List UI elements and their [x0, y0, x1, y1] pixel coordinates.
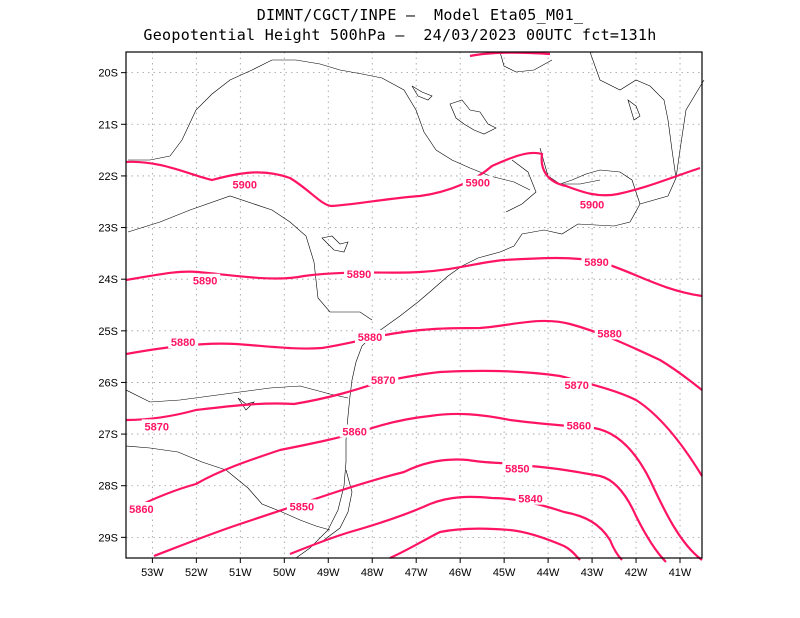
- contour-label: 5850: [505, 464, 529, 476]
- lon-tick-label: 49W: [317, 567, 340, 579]
- lat-tick-label: 29S: [98, 532, 118, 544]
- contour-label-bg: [126, 501, 157, 515]
- bay-outline: [505, 159, 537, 213]
- reservoir-outline: [449, 99, 497, 135]
- lon-tick-label: 42W: [625, 567, 648, 579]
- contour-label-bg: [168, 335, 199, 349]
- contour-label: 5880: [597, 328, 621, 340]
- contour-label: 5900: [232, 180, 256, 192]
- contour-5850: [153, 458, 667, 563]
- lat-tick-label: 25S: [98, 326, 118, 338]
- lon-tick-label: 41W: [669, 567, 692, 579]
- lat-tick-label: 23S: [98, 223, 118, 235]
- contour-label: 5900: [580, 199, 604, 211]
- contour-label-bg: [286, 499, 317, 513]
- lat-tick-label: 24S: [98, 274, 118, 286]
- axis-labels: 20S 21S 22S 23S 24S 25S 26S 27S 28S 29S 53W 52W 51W 5…: [98, 68, 692, 579]
- state-border: [125, 385, 349, 403]
- contour-label-bg: [355, 330, 386, 344]
- contour-label: 5870: [371, 375, 395, 387]
- contour-label-bg: [368, 372, 399, 386]
- contour-label: 5860: [129, 504, 153, 516]
- contour-label: 5900: [466, 178, 490, 190]
- contour-label-bg: [502, 461, 533, 475]
- contour-label-bg: [344, 267, 375, 281]
- contour-5870: [125, 369, 703, 477]
- contour-label: 5880: [358, 332, 382, 344]
- state-border: [589, 51, 677, 179]
- lon-tick-label: 50W: [273, 567, 296, 579]
- contour-5880: [125, 319, 703, 391]
- state-border: [128, 59, 437, 161]
- lon-tick-label: 44W: [537, 567, 560, 579]
- contour-5830: [389, 527, 581, 561]
- contour-label-bg: [577, 197, 608, 211]
- chart-title: DIMNT/CGCT/INPE — Model Eta05_M01_: [256, 6, 584, 24]
- lon-tick-label: 46W: [449, 567, 472, 579]
- contour-label: 5890: [193, 276, 217, 288]
- state-border: [559, 169, 641, 205]
- contour-label: 5860: [567, 420, 591, 432]
- lat-tick-label: 21S: [98, 119, 118, 131]
- lon-tick-label: 47W: [405, 567, 428, 579]
- state-border: [435, 149, 531, 191]
- lon-tick-label: 52W: [185, 567, 208, 579]
- coastal-lagoon: [323, 469, 353, 541]
- state-border: [127, 195, 373, 321]
- state-border: [125, 445, 331, 531]
- contour-label: 5870: [564, 380, 588, 392]
- contour-label-bg: [462, 175, 493, 189]
- contour-label-bg: [581, 255, 612, 269]
- contour-label-bg: [594, 326, 625, 340]
- contour-label: 5890: [584, 257, 608, 269]
- contour-5860: [125, 412, 703, 561]
- reservoir-outline: [321, 235, 349, 253]
- contour-5840: [289, 495, 623, 561]
- geographic-boundaries: [125, 51, 705, 559]
- contour-label-bg: [339, 424, 370, 438]
- coastline: [295, 79, 705, 559]
- contour-label: 5870: [145, 421, 169, 433]
- reservoir-outline: [627, 99, 641, 121]
- reservoir-outline: [411, 85, 433, 101]
- contour-label-bg: [561, 378, 592, 392]
- contour-5900: [125, 151, 701, 208]
- contour-label-bg: [229, 177, 260, 191]
- lat-tick-label: 22S: [98, 171, 118, 183]
- contour-label: 5880: [171, 337, 195, 349]
- lat-tick-label: 27S: [98, 429, 118, 441]
- lon-tick-label: 51W: [229, 567, 252, 579]
- contour-label: 5840: [518, 494, 542, 506]
- lon-tick-label: 53W: [141, 567, 164, 579]
- contour-label-bg: [515, 491, 546, 505]
- height-contours: [125, 51, 703, 563]
- lat-tick-label: 20S: [98, 68, 118, 80]
- contour-label-bg: [190, 273, 221, 287]
- contour-label: 5850: [290, 501, 314, 513]
- lon-tick-label: 45W: [493, 567, 516, 579]
- lat-tick-label: 28S: [98, 481, 118, 493]
- state-border: [499, 51, 553, 73]
- contour-label-bg: [141, 419, 172, 433]
- contour-north: [469, 51, 551, 58]
- contour-label: 5860: [342, 427, 366, 439]
- contour-label-bg: [563, 418, 594, 432]
- lon-tick-label: 48W: [361, 567, 384, 579]
- lat-tick-label: 26S: [98, 377, 118, 389]
- lon-tick-label: 43W: [581, 567, 604, 579]
- map-frame: [125, 51, 703, 559]
- chart-subtitle: Geopotential Height 500hPa — 24/03/2023 …: [143, 26, 657, 44]
- contour-label: 5890: [347, 269, 371, 281]
- contour-labels: 5900 5900 5900 5890 5890 5890 5880 5880 5880 5870…: [126, 175, 625, 516]
